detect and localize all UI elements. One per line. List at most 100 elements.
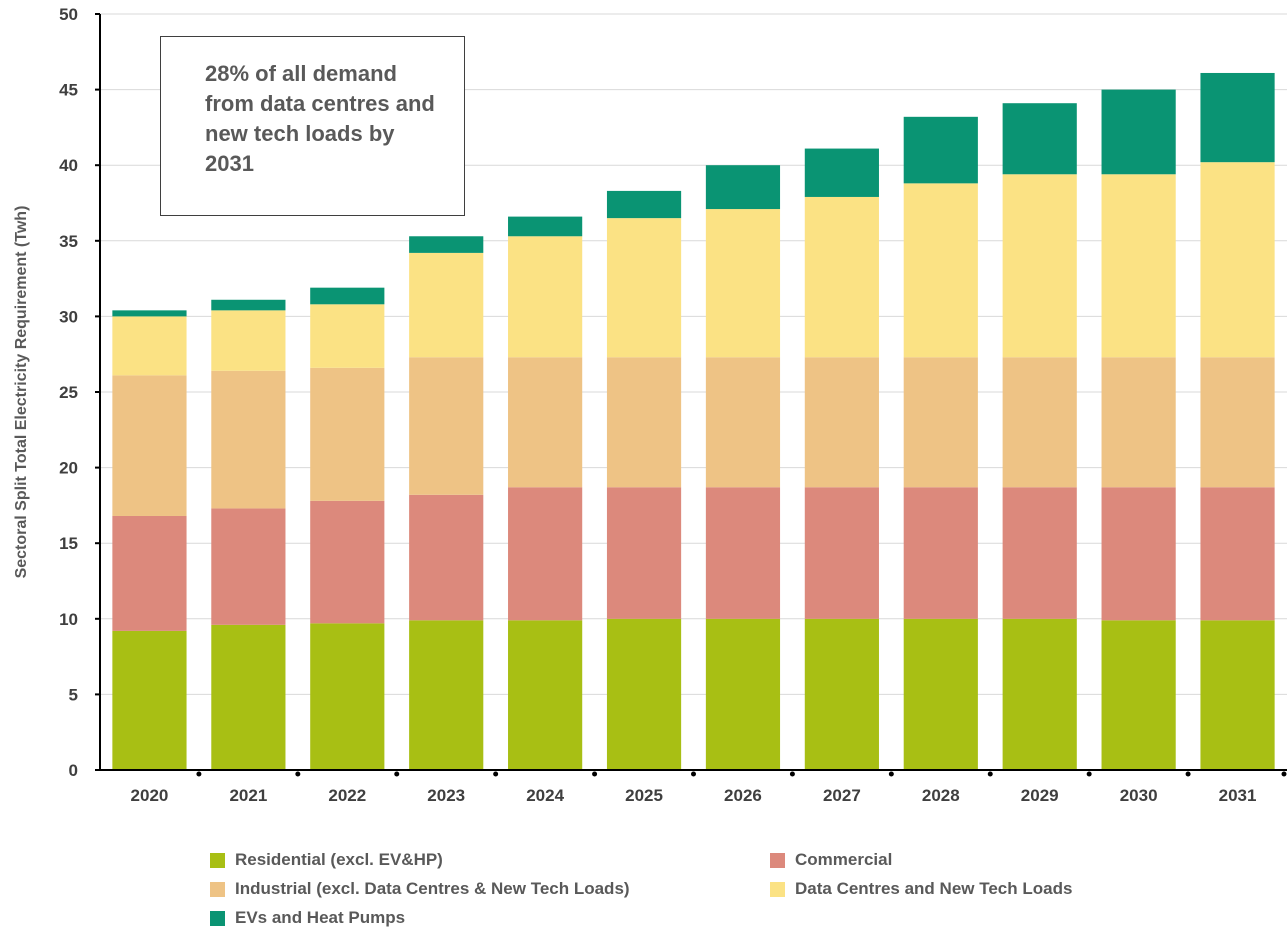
y-tick-label: 5 [69, 685, 78, 704]
bar-segment [705, 165, 781, 210]
bar-segment [508, 357, 583, 488]
bar-segment [606, 190, 682, 219]
y-tick-label: 30 [59, 307, 78, 326]
x-tick-label: 2025 [625, 786, 663, 805]
bar-segment [903, 487, 978, 619]
bar-segment [112, 316, 187, 376]
y-tick-label: 35 [59, 232, 78, 251]
bar-segment [310, 623, 385, 770]
bar-segment [1002, 618, 1077, 770]
bar-segment [211, 370, 286, 509]
bar-segment [211, 624, 286, 770]
x-tick-dot [493, 771, 499, 777]
grid-lines [100, 13, 1287, 695]
legend-label: Residential (excl. EV&HP) [235, 850, 443, 869]
bar-segment [211, 508, 286, 625]
x-tick-label: 2031 [1219, 786, 1257, 805]
bar-segment [409, 620, 484, 770]
legend-swatch [770, 852, 785, 868]
legend-swatch [770, 881, 785, 897]
x-tick-label: 2028 [922, 786, 960, 805]
legend-swatch [210, 852, 225, 868]
y-tick-label: 0 [69, 761, 78, 780]
x-tick-label: 2026 [724, 786, 762, 805]
legend-item: Data Centres and New Tech Loads [770, 877, 1072, 901]
x-tick-label: 2030 [1120, 786, 1158, 805]
bar-segment [211, 299, 286, 311]
y-axis-title: Sectoral Split Total Electricity Require… [13, 206, 30, 579]
legend-item: Commercial [770, 848, 892, 872]
x-tick-dot [1086, 771, 1092, 777]
x-tick-label: 2021 [229, 786, 267, 805]
bar-segment [112, 515, 187, 631]
x-tick-dot [592, 771, 598, 777]
bar-segment [1200, 72, 1275, 163]
bar-segment [705, 618, 781, 770]
bar-segment [310, 500, 385, 624]
legend: Residential (excl. EV&HP) Commercial Indus… [210, 848, 1210, 935]
legend-swatch [210, 910, 225, 926]
bar-segment [409, 494, 484, 621]
bar-segment [606, 357, 682, 488]
bar-segment [409, 236, 484, 253]
legend-item: EVs and Heat Pumps [210, 906, 405, 930]
legend-item: Industrial (excl. Data Centres & New Tec… [210, 877, 630, 901]
bar-segment [1101, 89, 1176, 175]
legend-item: Residential (excl. EV&HP) [210, 848, 443, 872]
bar-segment [112, 310, 187, 317]
x-tick-dot [691, 771, 696, 777]
bar-segment [804, 148, 879, 197]
y-tick-label: 45 [59, 81, 78, 100]
x-tick-label: 2023 [427, 786, 465, 805]
bar-segment [1200, 487, 1275, 621]
bar-segment [1101, 620, 1176, 770]
x-tick-dot [1281, 771, 1287, 777]
y-tick-label: 10 [59, 610, 78, 629]
x-tick-label: 2027 [823, 786, 861, 805]
bar-segment [1002, 174, 1077, 358]
bar-segment [606, 487, 682, 619]
bar-segment [310, 304, 385, 368]
bar-segment [903, 618, 978, 770]
bars [112, 72, 1275, 770]
bar-segment [1200, 162, 1275, 358]
bar-segment [1200, 357, 1275, 488]
bar-segment [804, 618, 879, 770]
y-tick-label: 25 [59, 383, 78, 402]
x-tick-dot [196, 771, 202, 777]
bar-segment [1200, 620, 1275, 770]
x-tick-dot [888, 771, 894, 777]
bar-segment [310, 287, 385, 305]
x-tick-dot [789, 771, 795, 777]
bar-segment [705, 357, 781, 488]
legend-swatch [210, 881, 225, 897]
bar-segment [804, 487, 879, 619]
bar-segment [705, 487, 781, 619]
x-tick-label: 2022 [328, 786, 366, 805]
legend-label: EVs and Heat Pumps [235, 908, 406, 927]
x-tick-label: 2029 [1021, 786, 1059, 805]
bar-segment [804, 196, 879, 358]
annotation-text: 28% of all demand from data centres and … [205, 61, 435, 176]
y-tick-label: 15 [59, 534, 78, 553]
y-tick-label: 20 [59, 459, 78, 478]
bar-segment [705, 209, 781, 358]
legend-label: Industrial (excl. Data Centres & New Tec… [235, 879, 630, 898]
bar-segment [1002, 103, 1077, 175]
bar-segment [1101, 357, 1176, 488]
bar-segment [409, 357, 484, 495]
x-tick-dot [987, 771, 993, 777]
bar-segment [310, 367, 385, 501]
x-tick-dot [394, 771, 400, 777]
y-tick-label: 50 [59, 5, 78, 24]
y-tick-label: 40 [59, 156, 78, 175]
bar-segment [409, 252, 484, 358]
bar-segment [606, 618, 682, 770]
bar-segment [903, 183, 978, 358]
x-tick-dot [295, 771, 301, 777]
bar-segment [508, 216, 583, 237]
annotation-box: 28% of all demand from data centres and … [160, 36, 465, 216]
x-tick-label: 2020 [131, 786, 169, 805]
